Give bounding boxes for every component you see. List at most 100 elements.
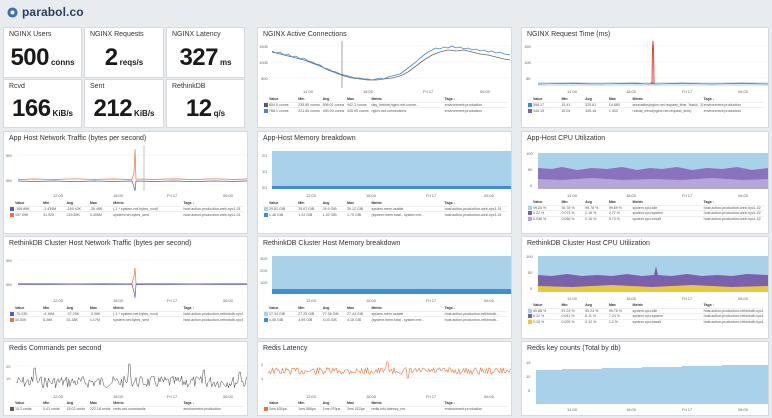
legend-column-header[interactable]: Tags ↓ [703, 200, 715, 205]
legend-column-header[interactable]: Min [43, 201, 50, 206]
legend-row[interactable]: 0.038 % 0.036 % 0.16 % 5.73 % system.cpu.iow… [527, 215, 764, 222]
legend-column-header[interactable]: Min [298, 306, 305, 311]
legend-column-header[interactable]: Metric [371, 97, 383, 102]
legend-column-header[interactable]: Tags ↓ [444, 201, 456, 206]
legend-column-header[interactable]: Avg [66, 306, 74, 311]
series-nginx-connections[interactable] [271, 45, 511, 81]
anomaly-spike[interactable] [651, 40, 655, 85]
series-bytes-rcvd[interactable] [17, 180, 247, 192]
legend-column-header[interactable]: Value [269, 97, 279, 102]
stat-nginx-latency[interactable]: NGINX Latency 327 ms [166, 27, 245, 78]
legend-row[interactable]: 197.09K 31.92K 215.89K 3.305M system.net.byt… [9, 211, 243, 217]
legend-column-header[interactable]: Value [269, 201, 279, 206]
legend-column-header[interactable]: Tags ↓ [183, 401, 195, 406]
legend-column-header[interactable]: Value [15, 401, 25, 406]
legend-column-header[interactable]: Max [89, 401, 97, 406]
area-redis-keys[interactable] [536, 365, 768, 404]
legend-column-header[interactable]: Value [15, 201, 25, 206]
panel-app-host-memory[interactable]: App-Host Memory breakdown 2G 1G 0G 12:00… [257, 131, 512, 234]
legend-column-header[interactable]: Avg [66, 201, 74, 206]
legend-column-header[interactable]: Min [561, 303, 568, 308]
series-redis-latency[interactable] [267, 361, 511, 379]
legend-column-header[interactable]: Min [298, 201, 305, 206]
legend-column-header[interactable]: Max [89, 306, 97, 311]
legend-column-header[interactable]: Max [608, 200, 616, 205]
legend-row[interactable]: 768.1 conns 221.65 conns 490.09 conns 928.9… [263, 107, 507, 113]
legend-row[interactable]: 27.34 GiB 27.25 GiB 27.38 GiB 27.43 GiB syst… [263, 310, 507, 317]
legend-column-header[interactable]: Metric [113, 401, 124, 406]
chart-redis-keys[interactable]: 15 10 5 12:00 18:00 Fri 17 06:00 [522, 354, 769, 414]
panel-rethinkdb-cpu[interactable]: RethinkDB Cluster Host CPU Utilization 1… [521, 236, 769, 339]
series-day-before-connections[interactable] [271, 49, 511, 81]
legend-row[interactable]: 854.6 conns 235.89 conns 508.01 conns 942.3… [263, 101, 507, 108]
legend-column-header[interactable]: Min [43, 401, 50, 406]
area-cpu-iowait[interactable] [538, 285, 768, 292]
legend-column-header[interactable]: Min [43, 306, 50, 311]
legend-column-header[interactable]: Min [561, 200, 568, 205]
legend-column-header[interactable]: Tags ↓ [444, 97, 456, 102]
area-cpu-iowait[interactable] [538, 178, 768, 189]
legend-column-header[interactable]: Value [269, 306, 279, 311]
legend-column-header[interactable]: Max [347, 401, 355, 406]
legend-row[interactable]: 0.22 % 0.073 % 0.16 % 2.77 % system.cpu.syst… [527, 210, 764, 216]
area-mem-usable[interactable] [272, 151, 511, 189]
series-redis-commands[interactable] [15, 363, 247, 389]
legend-column-header[interactable]: Max [347, 306, 355, 311]
series-bytes-sent[interactable] [17, 148, 247, 180]
chart-redis-latency[interactable]: 2 1 12:00 18:00 Fri 17 06:00 [258, 354, 512, 400]
chart-rethinkdb-network[interactable]: 5M 0M 12:00 18:00 Fri 17 06:00 [4, 248, 248, 304]
legend-column-header[interactable]: Max [608, 303, 616, 308]
legend-column-header[interactable]: Max [347, 97, 355, 102]
stat-rethinkdb[interactable]: RethinkDB 12 q/s [166, 79, 245, 128]
legend-column-header[interactable]: Tags ↓ [703, 97, 715, 102]
panel-redis-latency[interactable]: Redis Latency 2 1 12:00 18:00 Fri 17 06:… [257, 341, 512, 416]
area-mem-used[interactable] [272, 289, 511, 294]
legend-column-header[interactable]: Avg [322, 97, 330, 102]
legend-column-header[interactable]: Tags ↓ [703, 303, 715, 308]
legend-column-header[interactable]: Metric [371, 306, 383, 311]
chart-nginx-request-time[interactable]: 15K 10K 5K 12:00 18:00 Fri 17 06:00 [522, 38, 769, 95]
legend-column-header[interactable]: Metric [113, 201, 124, 206]
legend-column-header[interactable]: Tags ↓ [183, 306, 195, 311]
legend-column-header[interactable]: Value [15, 306, 25, 311]
legend-column-header[interactable]: Avg [585, 200, 592, 205]
legend-row[interactable]: 90.88 % 87.23 % 90.23 % 99.78 % system.cpu.i… [527, 307, 764, 314]
area-mem-used[interactable] [272, 186, 511, 189]
legend-row[interactable]: -70.03K -4.16M -37.29K -3.96K (-1 * system.n… [9, 310, 243, 317]
legend-column-header[interactable]: Value [533, 200, 543, 205]
legend-column-header[interactable]: Avg [322, 201, 330, 206]
area-mem-usable[interactable] [272, 256, 511, 294]
legend-column-header[interactable]: Metric [371, 201, 383, 206]
legend-row[interactable]: 44.83K 6.26K 51.38K 4.17M system.net.bytes_s… [9, 316, 243, 322]
chart-app-host-cpu[interactable]: 100 50 0 12:00 18:00 Fri 17 06:00 [522, 143, 769, 199]
legend-column-header[interactable]: Value [269, 401, 279, 406]
legend-column-header[interactable]: Metric [632, 97, 644, 102]
legend-column-header[interactable]: Avg [322, 306, 330, 311]
chart-app-host-network[interactable]: 5M 0M 12:00 18:00 Fri 17 06:00 [4, 143, 248, 199]
legend-column-header[interactable]: Avg [66, 401, 74, 406]
panel-redis-commands[interactable]: Redis Commands per second 20 10 12:00 18… [3, 341, 248, 416]
legend-column-header[interactable]: Min [298, 401, 305, 406]
chart-rethinkdb-memory[interactable]: 30G 20G 10G 12:00 18:00 Fri 17 06:00 [258, 248, 512, 304]
legend-column-header[interactable]: Metric [371, 401, 383, 406]
legend-column-header[interactable]: Avg [585, 303, 592, 308]
legend-row[interactable]: 0.15 % 0.025 % 0.12 % 1.2 % system.cpu.iowai… [527, 318, 764, 325]
panel-nginx-request-time[interactable]: NGINX Request Time (ms) 15K 10K 5K 12:00… [521, 27, 769, 128]
legend-row[interactable]: 2ms 630μs 1ms 566μs 1ms 979μs 2ms 022μs redi… [263, 405, 507, 412]
stat-rcvd[interactable]: Rcvd 166 KiB/s [3, 79, 82, 128]
legend-column-header[interactable]: Metric [632, 303, 644, 308]
legend-row[interactable]: 345.15 20.04 335.16 1,303 robust_trend(nginx… [527, 107, 764, 113]
legend-column-header[interactable]: Min [561, 97, 568, 102]
stat-nginx-users[interactable]: NGINX Users 500 conns [3, 27, 82, 78]
stat-nginx-requests[interactable]: NGINX Requests 2 reqs/s [84, 27, 164, 78]
legend-column-header[interactable]: Max [347, 201, 355, 206]
legend-column-header[interactable]: Avg [585, 97, 592, 102]
legend-column-header[interactable]: Value [533, 303, 543, 308]
panel-redis-keys[interactable]: Redis key counts (Total by db) 15 10 5 1… [521, 341, 769, 416]
legend-column-header[interactable]: Min [298, 97, 305, 102]
legend-column-header[interactable]: Max [89, 201, 97, 206]
chart-rethinkdb-cpu[interactable]: 100 50 0 12:00 18:00 Fri 17 06:00 [522, 248, 769, 302]
legend-row[interactable]: 99.25 % 92.78 % 99.78 % 99.89 % system.cpu.i… [527, 204, 764, 211]
panel-app-host-cpu[interactable]: App-Host CPU Utilization 100 50 0 12:00 … [521, 131, 769, 234]
panel-rethinkdb-network[interactable]: RethinkDB Cluster Host Network Traffic (… [3, 236, 248, 339]
